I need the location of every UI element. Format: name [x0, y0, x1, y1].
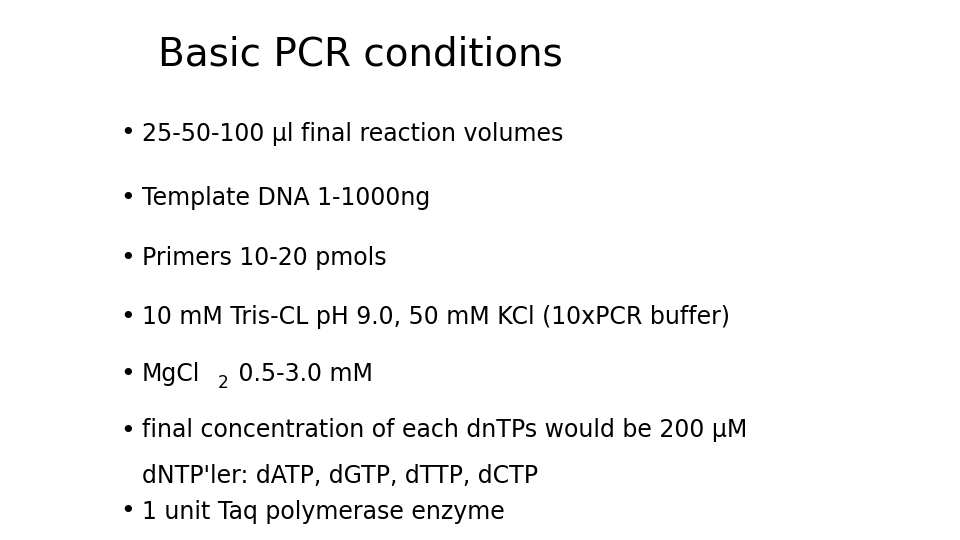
Text: •: •	[120, 186, 134, 210]
Text: 25-50-100 μl final reaction volumes: 25-50-100 μl final reaction volumes	[142, 122, 564, 145]
Text: Primers 10-20 pmols: Primers 10-20 pmols	[142, 246, 387, 269]
Text: •: •	[120, 362, 134, 386]
Text: 2: 2	[217, 374, 228, 391]
Text: Basic PCR conditions: Basic PCR conditions	[158, 35, 564, 73]
Text: MgCl: MgCl	[142, 362, 201, 386]
Text: •: •	[120, 122, 134, 145]
Text: Template DNA 1-1000ng: Template DNA 1-1000ng	[142, 186, 430, 210]
Text: dNTP'ler: dATP, dGTP, dTTP, dCTP: dNTP'ler: dATP, dGTP, dTTP, dCTP	[142, 464, 538, 488]
Text: 1 unit Taq polymerase enzyme: 1 unit Taq polymerase enzyme	[142, 500, 505, 523]
Text: 0.5-3.0 mM: 0.5-3.0 mM	[231, 362, 373, 386]
Text: 10 mM Tris-CL pH 9.0, 50 mM KCl (10xPCR buffer): 10 mM Tris-CL pH 9.0, 50 mM KCl (10xPCR …	[142, 305, 730, 329]
Text: •: •	[120, 418, 134, 442]
Text: •: •	[120, 305, 134, 329]
Text: •: •	[120, 500, 134, 523]
Text: •: •	[120, 246, 134, 269]
Text: final concentration of each dnTPs would be 200 μM: final concentration of each dnTPs would …	[142, 418, 747, 442]
